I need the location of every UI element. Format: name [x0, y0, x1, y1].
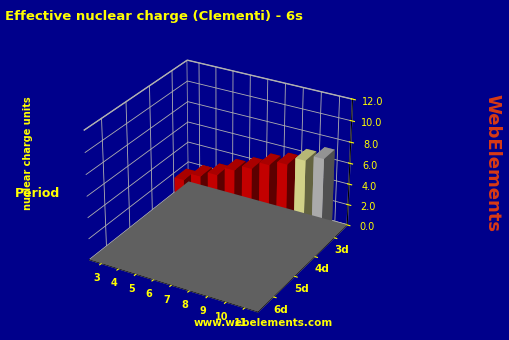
Text: WebElements: WebElements — [482, 94, 500, 232]
Text: www.webelements.com: www.webelements.com — [193, 318, 332, 328]
Text: nuclear charge units: nuclear charge units — [23, 96, 33, 210]
Text: Effective nuclear charge (Clementi) - 6s: Effective nuclear charge (Clementi) - 6s — [5, 10, 302, 23]
Text: Period: Period — [15, 187, 61, 200]
